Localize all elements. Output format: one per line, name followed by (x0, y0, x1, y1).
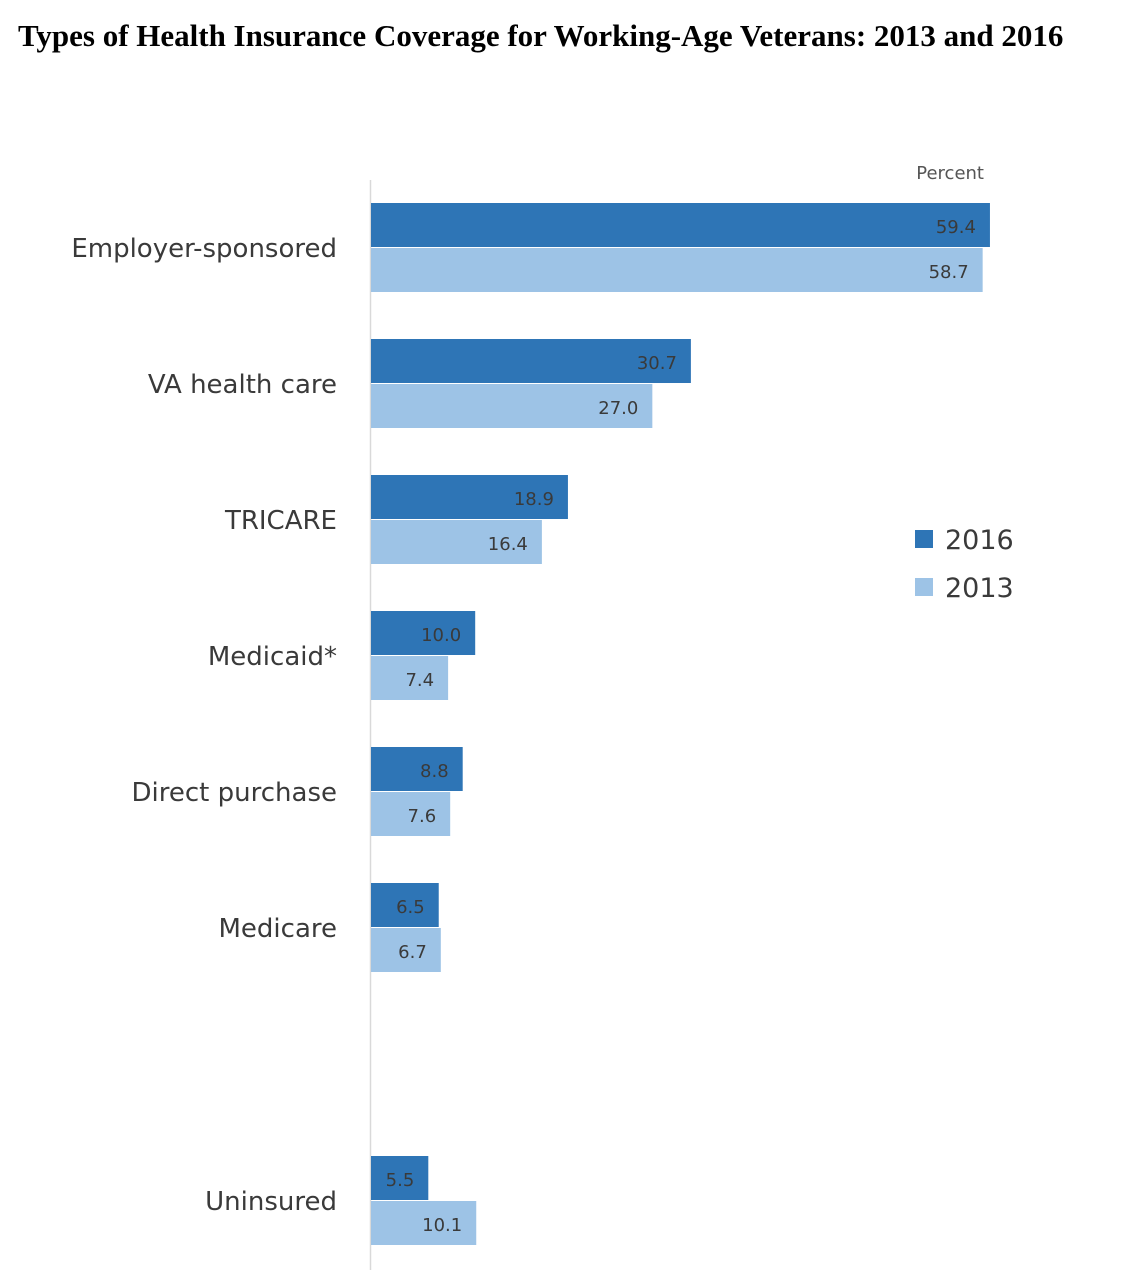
data-label: 6.7 (398, 942, 427, 963)
bar-2013 (371, 384, 653, 428)
unit-label: Percent (916, 163, 984, 184)
category-label: Medicaid* (208, 642, 337, 672)
data-label: 5.5 (386, 1170, 415, 1191)
data-label: 27.0 (598, 398, 638, 419)
data-label: 30.7 (637, 353, 677, 374)
category-label: Uninsured (205, 1187, 337, 1217)
category-label: Employer-sponsored (71, 234, 337, 264)
data-label: 10.1 (422, 1215, 462, 1236)
bar-2016 (371, 203, 990, 247)
bar-2013 (371, 248, 983, 292)
bar-2013 (371, 792, 451, 836)
legend-label: 2016 (945, 525, 1014, 556)
data-label: 16.4 (488, 534, 528, 555)
legend-swatch-2016 (915, 530, 933, 548)
data-label: 59.4 (936, 217, 976, 238)
category-label: TRICARE (224, 506, 337, 536)
category-label: Direct purchase (132, 778, 337, 808)
bar-2013 (371, 656, 449, 700)
bar-2013 (371, 1201, 477, 1245)
bar-2016 (371, 747, 463, 791)
data-label: 6.5 (396, 897, 425, 918)
data-label: 8.8 (420, 761, 449, 782)
data-label: 18.9 (514, 489, 554, 510)
category-label: Medicare (219, 914, 338, 944)
bar-2013 (371, 928, 441, 972)
legend-swatch-2013 (915, 578, 933, 596)
data-label: 7.6 (408, 806, 437, 827)
bar-2016 (371, 475, 568, 519)
data-label: 7.4 (405, 670, 434, 691)
chart-title: Types of Health Insurance Coverage for W… (18, 18, 1064, 53)
data-label: 58.7 (929, 262, 969, 283)
legend-label: 2013 (945, 573, 1014, 604)
bar-2016 (371, 883, 439, 927)
bar-2013 (371, 520, 542, 564)
bar-2016 (371, 1156, 429, 1200)
bar-2016 (371, 611, 476, 655)
bar-2016 (371, 339, 691, 383)
data-label: 10.0 (421, 625, 461, 646)
category-label: VA health care (148, 370, 337, 400)
